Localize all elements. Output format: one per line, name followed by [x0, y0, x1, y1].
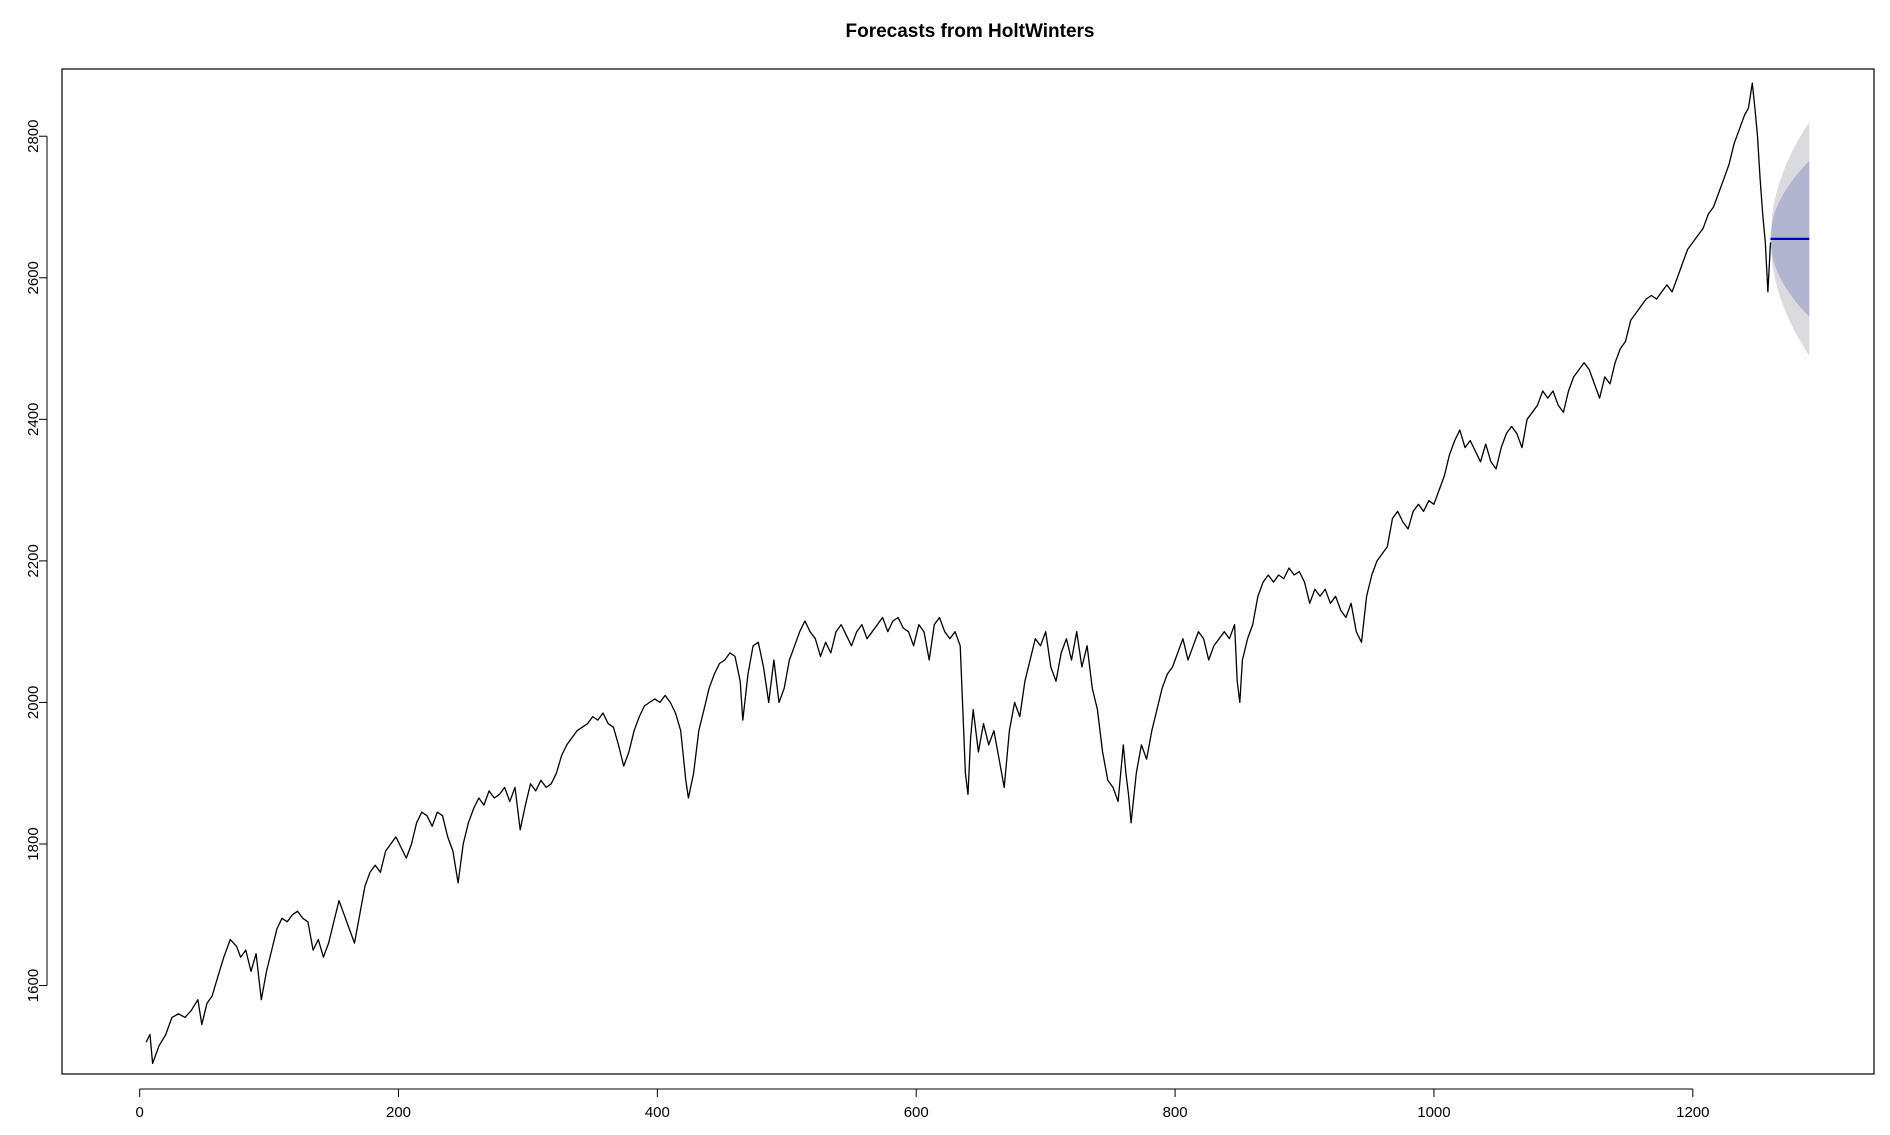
y-tick-label: 2200 [25, 544, 42, 577]
x-tick-label: 1200 [1676, 1104, 1709, 1121]
x-tick-label: 600 [904, 1104, 929, 1121]
y-tick-label: 2800 [25, 120, 42, 153]
y-tick-label: 2600 [25, 261, 42, 294]
x-tick-label: 400 [645, 1104, 670, 1121]
y-axis: 1600 1800 2000 2200 2400 2600 2800 [25, 120, 48, 1002]
x-tick-label: 0 [135, 1104, 143, 1121]
x-tick-label: 200 [386, 1104, 411, 1121]
y-tick-label: 2000 [25, 686, 42, 719]
history-line [145, 82, 1772, 1065]
y-tick-label: 2400 [25, 403, 42, 436]
x-tick-label: 800 [1163, 1104, 1188, 1121]
history-series [145, 82, 1772, 1065]
chart-title: Forecasts from HoltWinters [846, 21, 1095, 42]
x-axis: 0 200 400 600 800 1000 1200 [135, 1088, 1709, 1121]
y-tick-label: 1800 [25, 827, 42, 860]
plot-frame [61, 68, 1875, 1075]
y-tick-label: 1600 [25, 969, 42, 1002]
x-tick-label: 1000 [1417, 1104, 1450, 1121]
